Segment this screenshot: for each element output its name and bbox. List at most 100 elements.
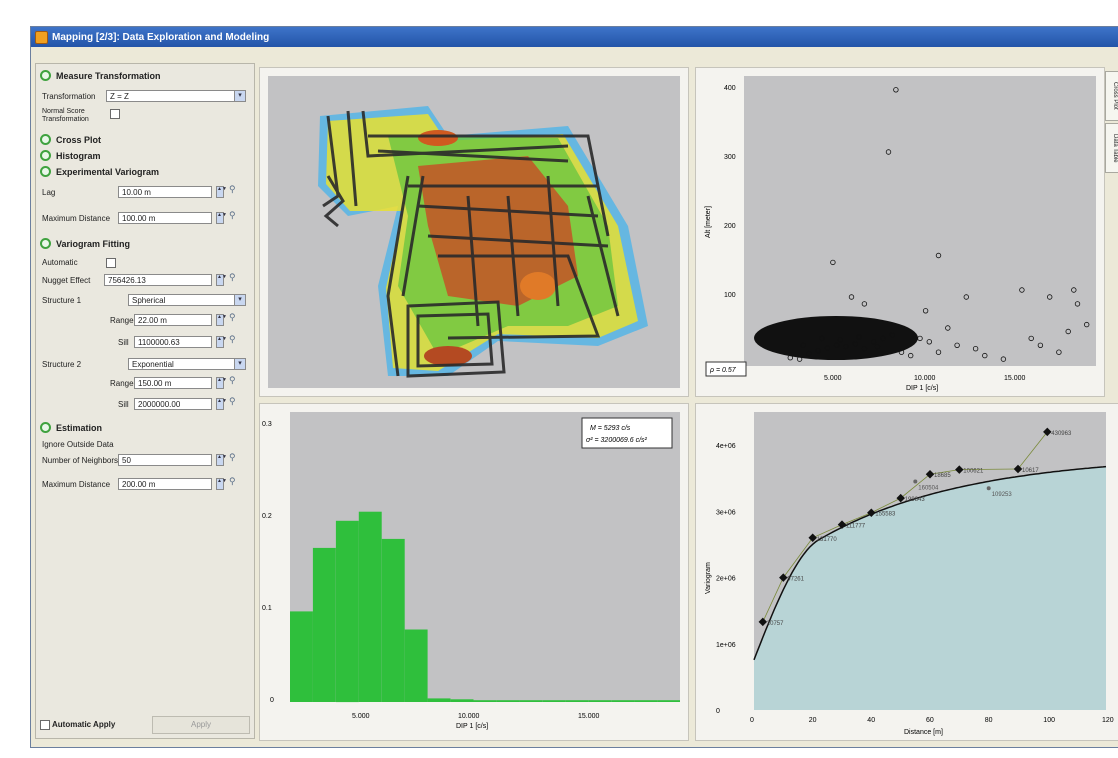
- range1-input[interactable]: 22.00 m: [134, 314, 212, 326]
- estimation-max-distance-label: Maximum Distance: [42, 480, 111, 489]
- scatter-point: [1065, 328, 1071, 335]
- histogram-bar: [404, 629, 428, 702]
- scatter-point: [815, 348, 821, 354]
- dense-point-cluster: [754, 316, 918, 360]
- range1-spinner[interactable]: ▲▼: [216, 314, 227, 326]
- nugget-spinner[interactable]: ▲▼: [216, 274, 227, 286]
- pin-icon[interactable]: ⚲: [229, 210, 236, 220]
- sill2-spinner[interactable]: ▲▼: [216, 398, 227, 410]
- variogram-chart[interactable]: 20757 97261 131770 111777 155583 199843 18685 1…: [696, 404, 1118, 740]
- section-measure-transformation[interactable]: Measure Transformation: [40, 70, 161, 81]
- map-view[interactable]: [268, 76, 680, 388]
- scatter-point: [848, 294, 855, 300]
- vario-xtick: 40: [867, 717, 875, 724]
- pair-count-label: 18685: [934, 473, 951, 479]
- secondary-label: 109253: [992, 492, 1013, 498]
- structure2-model-select[interactable]: Exponential ▾: [128, 358, 246, 370]
- pin-icon[interactable]: ⚲: [229, 452, 236, 462]
- vario-ytick: 4e+06: [716, 443, 736, 450]
- hist-ytick: 0.1: [262, 605, 272, 612]
- scatter-point: [796, 356, 803, 362]
- pin-icon[interactable]: ⚲: [229, 184, 236, 194]
- main-window: Mapping [2/3]: Data Exploration and Mode…: [30, 26, 1118, 748]
- section-estimation[interactable]: Estimation: [40, 422, 102, 433]
- sill2-input[interactable]: 2000000.00: [134, 398, 212, 410]
- pin-icon[interactable]: ⚲: [229, 396, 236, 406]
- expand-circle-icon: [40, 150, 51, 161]
- scatter-point: [907, 352, 914, 359]
- estimation-max-distance-spinner[interactable]: ▲▼: [216, 478, 227, 490]
- survey-track: [323, 175, 345, 228]
- heat-spot: [418, 130, 458, 146]
- survey-track: [322, 110, 569, 208]
- scatter-point: [824, 345, 831, 351]
- histogram-bar: [381, 538, 405, 702]
- scatter-point: [830, 259, 836, 266]
- survey-track: [386, 175, 601, 377]
- normal-score-checkbox[interactable]: [110, 109, 120, 119]
- scatter-point: [972, 346, 979, 352]
- automatic-checkbox[interactable]: [106, 258, 116, 268]
- section-experimental-variogram[interactable]: Experimental Variogram: [40, 166, 159, 177]
- histogram-chart[interactable]: 0.3 0.2 0.1 0 5.000 10.000 15.000 DIP 1 …: [260, 404, 688, 740]
- lag-label: Lag: [42, 188, 56, 197]
- transformation-select[interactable]: Z = Z ▾: [106, 90, 246, 102]
- range2-input[interactable]: 150.00 m: [134, 377, 212, 389]
- section-histogram[interactable]: Histogram: [40, 150, 101, 161]
- pin-icon[interactable]: ⚲: [229, 272, 236, 282]
- histogram-bar: [290, 611, 313, 702]
- max-distance-spinner[interactable]: ▲▼: [216, 212, 227, 224]
- lag-spinner[interactable]: ▲▼: [216, 186, 227, 198]
- expand-circle-icon: [40, 134, 51, 145]
- sill1-label: Sill: [118, 338, 129, 347]
- histogram-bar: [542, 700, 566, 702]
- scatter-point: [1028, 335, 1034, 342]
- histogram-bar: [611, 700, 635, 702]
- pin-icon[interactable]: ⚲: [229, 312, 236, 322]
- scatter-point: [874, 344, 881, 350]
- cross-points: [787, 87, 1090, 362]
- scatter-point: [898, 349, 905, 355]
- pair-count-label: 430963: [1051, 431, 1072, 437]
- cross-ytick: 400: [724, 85, 736, 92]
- histogram-bars: [290, 511, 680, 703]
- section-variogram-fitting[interactable]: Variogram Fitting: [40, 238, 130, 249]
- scatter-point: [1000, 356, 1007, 362]
- hist-ytick: 0.3: [262, 421, 272, 428]
- sill1-input[interactable]: 1100000.63: [134, 336, 212, 348]
- tab-data-table[interactable]: Data Table: [1105, 123, 1118, 173]
- max-distance-input[interactable]: 100.00 m: [118, 212, 212, 224]
- estimation-max-distance-input[interactable]: 200.00 m: [118, 478, 212, 490]
- automatic-apply-checkbox[interactable]: [40, 720, 50, 730]
- apply-button[interactable]: Apply: [152, 716, 250, 734]
- title-bar: Mapping [2/3]: Data Exploration and Mode…: [31, 27, 1118, 47]
- nugget-input[interactable]: 756426.13: [104, 274, 212, 286]
- scatter-point: [893, 87, 899, 93]
- neighbors-input[interactable]: 50: [118, 454, 212, 466]
- normal-score-label-2: Transformation: [42, 116, 89, 123]
- section-cross-plot[interactable]: Cross Plot: [40, 134, 101, 145]
- scatter-point: [954, 342, 960, 348]
- scatter-point: [935, 252, 942, 259]
- transformation-label: Transformation: [42, 92, 96, 101]
- vario-xlabel: Distance [m]: [904, 729, 943, 736]
- cross-ytick: 200: [724, 223, 736, 230]
- pin-icon[interactable]: ⚲: [229, 334, 236, 344]
- cross-plot[interactable]: Alt [meter] DIP 1 [c/s] 400 300 200 100 …: [696, 68, 1104, 396]
- scatter-point: [926, 339, 932, 345]
- structure1-model-select[interactable]: Spherical ▾: [128, 294, 246, 306]
- neighbors-spinner[interactable]: ▲▼: [216, 454, 227, 466]
- sill1-spinner[interactable]: ▲▼: [216, 336, 227, 348]
- chevron-down-icon: ▾: [234, 359, 245, 369]
- hist-mean: M = 5293 c/s: [590, 425, 631, 432]
- lag-input[interactable]: 10.00 m: [118, 186, 212, 198]
- pin-icon[interactable]: ⚲: [229, 476, 236, 486]
- histogram-bar: [450, 699, 474, 702]
- scatter-point: [837, 337, 843, 343]
- pin-icon[interactable]: ⚲: [229, 375, 236, 385]
- range2-spinner[interactable]: ▲▼: [216, 377, 227, 389]
- survey-map: [318, 106, 648, 378]
- tab-cross-plot[interactable]: Cross Plot: [1105, 71, 1118, 121]
- nugget-label: Nugget Effect: [42, 276, 91, 285]
- scatter-point: [945, 325, 951, 331]
